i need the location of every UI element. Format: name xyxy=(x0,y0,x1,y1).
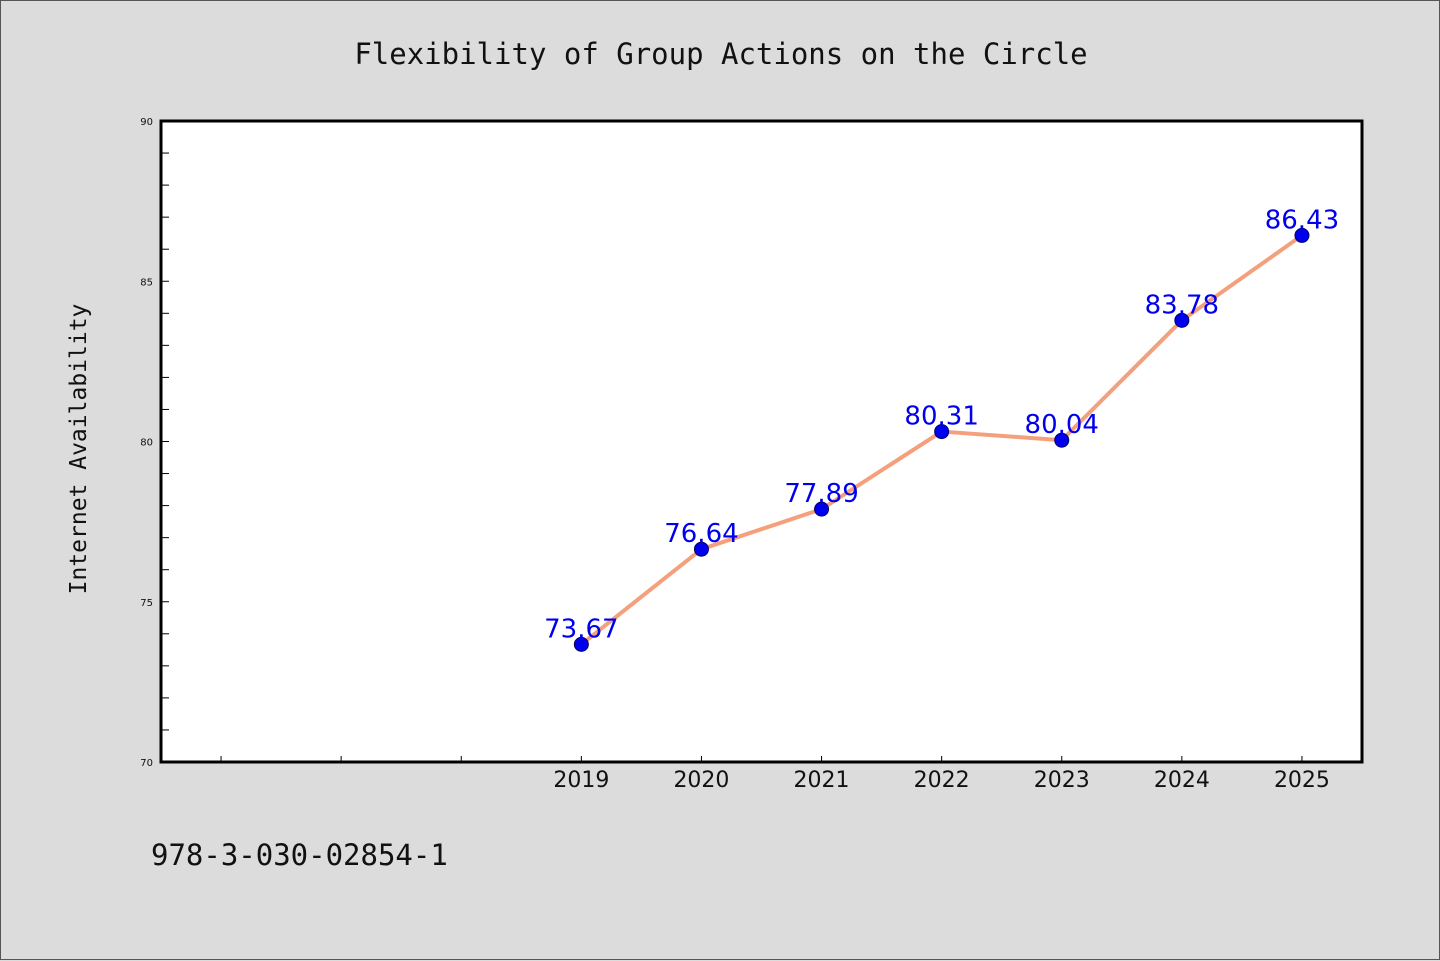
x-tick-label: 2022 xyxy=(914,768,970,793)
x-tick-label: 2024 xyxy=(1154,768,1210,793)
y-tick-label: 75 xyxy=(140,598,153,609)
data-point xyxy=(1294,227,1310,243)
x-axis: 2019 2020 2021 2022 2023 2024 2025 xyxy=(220,756,1330,793)
y-tick-label: 85 xyxy=(140,277,153,288)
data-label: 73.67 xyxy=(544,614,618,644)
y-axis: 70 75 80 85 90 xyxy=(140,117,169,769)
plot-area xyxy=(159,119,1364,764)
y-axis-label: Internet Availability xyxy=(66,304,92,595)
x-tick-label: 2025 xyxy=(1274,768,1330,793)
x-tick-label: 2023 xyxy=(1034,768,1090,793)
data-point xyxy=(573,636,589,652)
data-label: 80.04 xyxy=(1025,410,1099,440)
data-point xyxy=(934,424,950,440)
data-label: 86.43 xyxy=(1265,205,1339,235)
data-label: 80.31 xyxy=(904,402,978,432)
data-point xyxy=(814,501,830,517)
chart-title: Flexibility of Group Actions on the Circ… xyxy=(354,37,1087,71)
data-point xyxy=(693,541,709,557)
x-tick-label: 2021 xyxy=(794,768,850,793)
series-layer xyxy=(573,227,1310,652)
data-labels: 73.67 76.64 77.89 80.31 80.04 83.78 86.43 xyxy=(544,205,1339,644)
data-label: 77.89 xyxy=(784,479,858,509)
x-tick-label: 2019 xyxy=(553,768,609,793)
data-label: 83.78 xyxy=(1145,290,1219,320)
data-point xyxy=(1174,312,1190,328)
x-tick-label: 2020 xyxy=(673,768,729,793)
y-tick-label: 70 xyxy=(140,758,153,769)
footer-isbn: 978-3-030-02854-1 xyxy=(151,838,448,872)
data-point xyxy=(1054,432,1070,448)
y-tick-label: 80 xyxy=(140,438,153,449)
y-tick-label: 90 xyxy=(140,117,153,128)
data-label: 76.64 xyxy=(664,519,738,549)
